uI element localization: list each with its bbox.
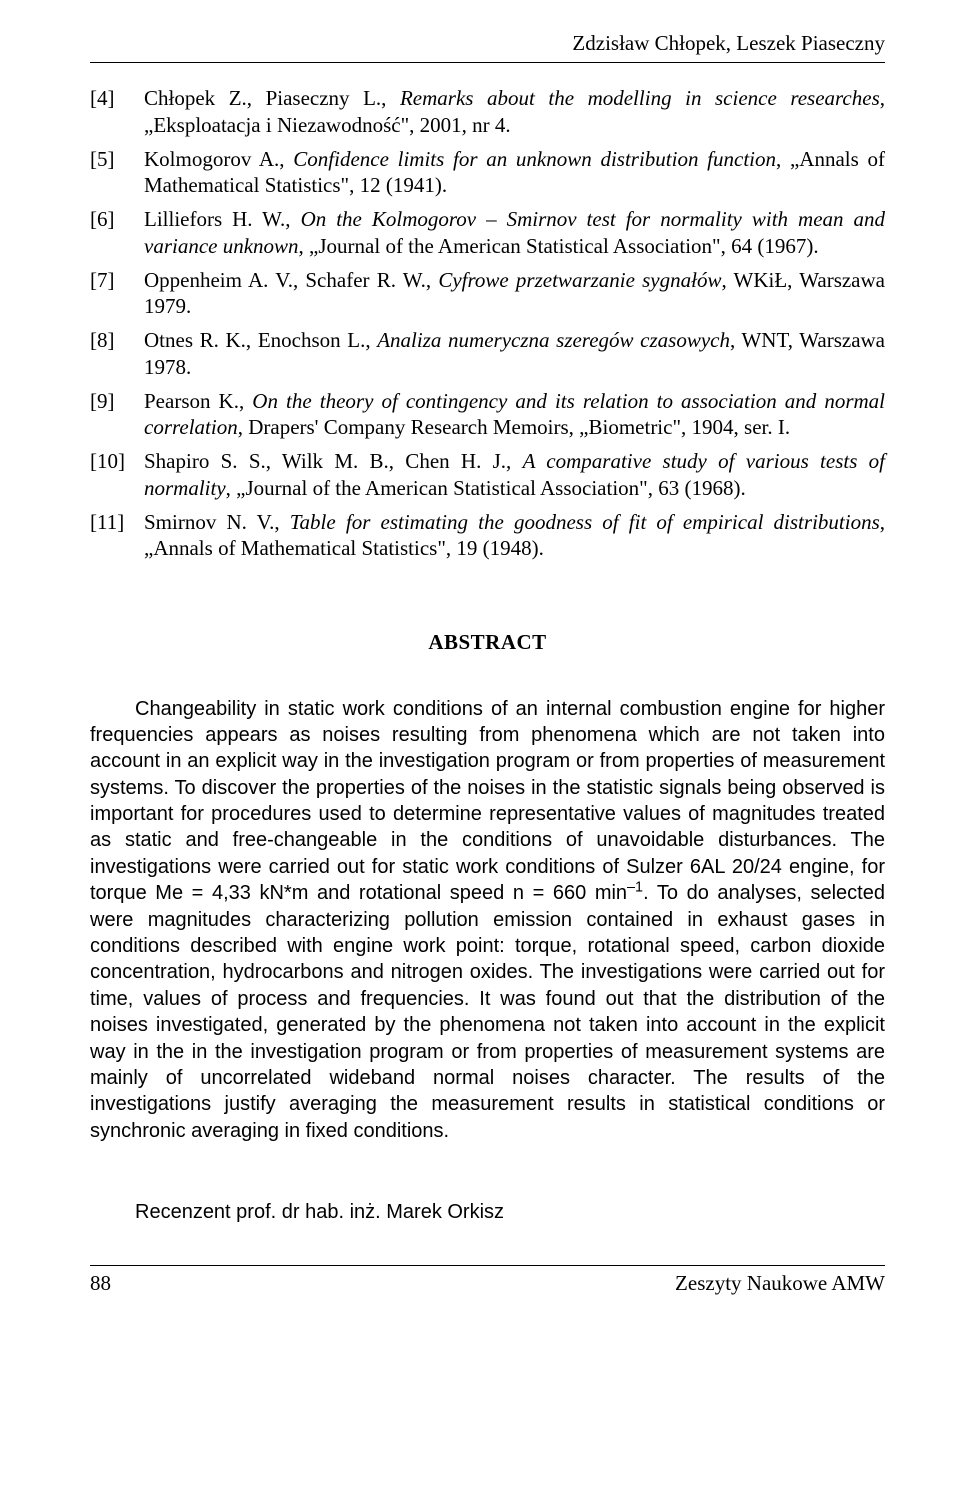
reference-body: Shapiro S. S., Wilk M. B., Chen H. J., A… <box>144 448 885 501</box>
reference-item: [9]Pearson K., On the theory of continge… <box>90 388 885 441</box>
reference-body: Pearson K., On the theory of contingency… <box>144 388 885 441</box>
reference-number: [8] <box>90 327 144 380</box>
reference-number: [10] <box>90 448 144 501</box>
reference-number: [5] <box>90 146 144 199</box>
reference-list: [4]Chłopek Z., Piaseczny L., Remarks abo… <box>90 85 885 561</box>
page-footer: 88 Zeszyty Naukowe AMW <box>90 1270 885 1296</box>
reference-number: [6] <box>90 206 144 259</box>
reference-number: [11] <box>90 509 144 562</box>
running-head: Zdzisław Chłopek, Leszek Piaseczny <box>90 30 885 56</box>
reference-item: [4]Chłopek Z., Piaseczny L., Remarks abo… <box>90 85 885 138</box>
reference-item: [7]Oppenheim A. V., Schafer R. W., Cyfro… <box>90 267 885 320</box>
reviewer-line: Recenzent prof. dr hab. inż. Marek Orkis… <box>90 1200 885 1225</box>
reference-item: [5]Kolmogorov A., Confidence limits for … <box>90 146 885 199</box>
reference-body: Oppenheim A. V., Schafer R. W., Cyfrowe … <box>144 267 885 320</box>
page-number: 88 <box>90 1270 111 1296</box>
header-rule <box>90 62 885 63</box>
journal-title: Zeszyty Naukowe AMW <box>675 1270 885 1296</box>
reference-item: [10]Shapiro S. S., Wilk M. B., Chen H. J… <box>90 448 885 501</box>
reference-body: Kolmogorov A., Confidence limits for an … <box>144 146 885 199</box>
footer-rule <box>90 1265 885 1266</box>
reference-body: Otnes R. K., Enochson L., Analiza numery… <box>144 327 885 380</box>
reference-number: [4] <box>90 85 144 138</box>
reference-number: [7] <box>90 267 144 320</box>
reference-item: [6]Lilliefors H. W., On the Kolmogorov –… <box>90 206 885 259</box>
reference-body: Smirnov N. V., Table for estimating the … <box>144 509 885 562</box>
abstract-heading: ABSTRACT <box>90 629 885 655</box>
reference-body: Chłopek Z., Piaseczny L., Remarks about … <box>144 85 885 138</box>
reference-item: [8]Otnes R. K., Enochson L., Analiza num… <box>90 327 885 380</box>
reference-body: Lilliefors H. W., On the Kolmogorov – Sm… <box>144 206 885 259</box>
page: Zdzisław Chłopek, Leszek Piaseczny [4]Ch… <box>0 0 960 1326</box>
abstract-text: Changeability in static work conditions … <box>90 696 885 1145</box>
reference-number: [9] <box>90 388 144 441</box>
reference-item: [11]Smirnov N. V., Table for estimating … <box>90 509 885 562</box>
